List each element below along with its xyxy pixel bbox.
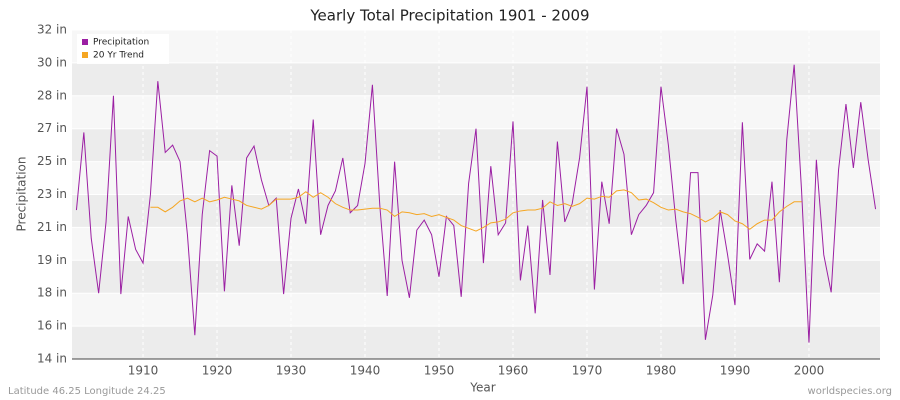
x-tick-label: 2000: [794, 364, 825, 378]
x-tick-label: 1970: [572, 364, 603, 378]
x-tick-label: 1950: [424, 364, 455, 378]
y-tick-label: 23 in: [37, 187, 67, 201]
data-line: [75, 64, 877, 343]
grid-band: [72, 62, 880, 96]
y-tick-label: 25 in: [37, 154, 67, 168]
y-axis-label: Precipitation: [15, 156, 29, 231]
y-tick-label: 21 in: [37, 220, 67, 234]
footer-left: Latitude 46.25 Longitude 24.25: [8, 386, 166, 397]
y-tick-label: 28 in: [37, 88, 67, 102]
x-tick-label: 1940: [350, 364, 381, 378]
grid-band: [72, 326, 880, 359]
legend-label: 20 Yr Trend: [93, 51, 144, 61]
chart-title: Yearly Total Precipitation 1901 - 2009: [309, 7, 589, 25]
y-tick-label: 19 in: [37, 253, 67, 267]
footer-right: worldspecies.org: [808, 386, 892, 397]
x-tick-label: 1920: [202, 364, 233, 378]
x-tick-label: 1980: [646, 364, 677, 378]
legend-box: [77, 34, 169, 64]
y-tick-label: 32 in: [37, 23, 67, 37]
y-tick-label: 16 in: [37, 319, 67, 333]
y-tick-label: 27 in: [37, 121, 67, 135]
legend-swatch: [82, 52, 88, 58]
legend: Precipitation 20 Yr Trend: [77, 34, 169, 64]
legend-swatch: [82, 39, 88, 45]
grid-band: [72, 260, 880, 294]
x-tick-label: 1930: [276, 364, 307, 378]
x-tick-label: 1960: [498, 364, 529, 378]
y-tick-label: 14 in: [37, 352, 67, 366]
legend-label: Precipitation: [93, 38, 149, 48]
y-tick-label: 30 in: [37, 55, 67, 69]
x-tick-label: 1990: [720, 364, 751, 378]
y-tick-label: 18 in: [37, 286, 67, 300]
x-axis-label: Year: [469, 381, 495, 395]
x-tick-label: 1910: [128, 364, 159, 378]
data-line: [150, 189, 802, 232]
